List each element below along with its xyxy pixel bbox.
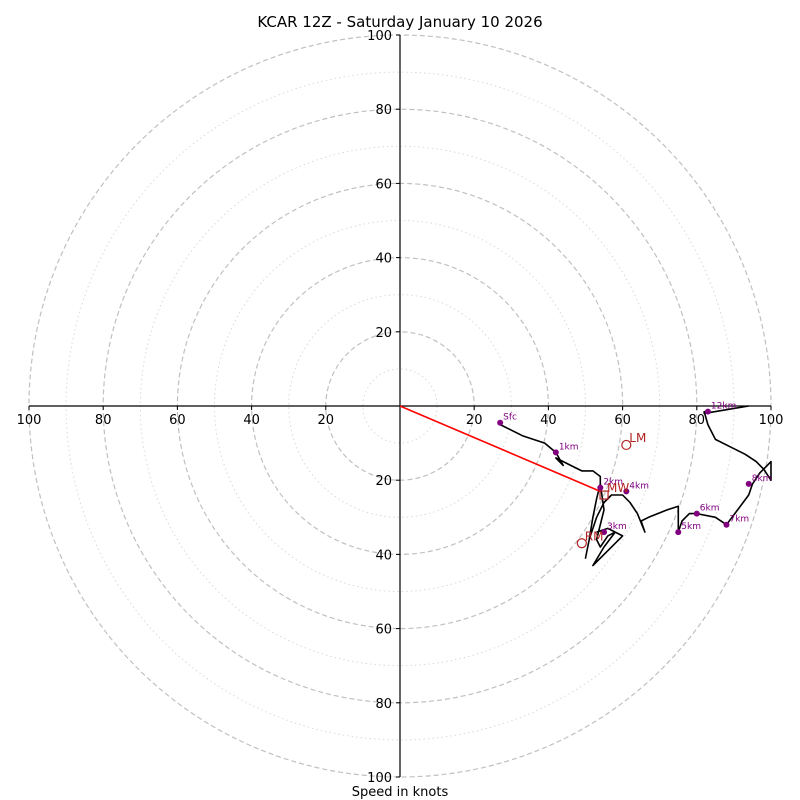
hodograph-trace [499, 405, 772, 559]
height-dot [497, 419, 504, 426]
y-tick-label: 40 [375, 252, 392, 267]
marker-label: LM [629, 431, 646, 445]
y-tick-label: 80 [375, 697, 392, 712]
height-label: 3km [607, 522, 627, 532]
y-tick-label: 20 [375, 474, 392, 489]
height-markers: Sfc 1km 2km 3km 4km 5km 6km 7km 8km 12km [497, 402, 771, 536]
height-label: 1km [559, 442, 579, 452]
storm-motion-vector [399, 405, 601, 493]
marker-rm [576, 538, 587, 549]
marker-lm [621, 439, 632, 451]
hodograph-trace-group [499, 405, 772, 567]
height-label: 8km [752, 474, 772, 484]
height-dot [675, 529, 682, 536]
x-tick-label: 20 [466, 413, 483, 428]
motion-markers: LM RM MW [576, 431, 646, 549]
x-tick-label: 80 [689, 413, 706, 428]
y-tick-label: 60 [375, 177, 392, 192]
height-label: Sfc [503, 413, 517, 423]
x-tick-label: 40 [540, 413, 557, 428]
height-dot [601, 529, 608, 536]
x-tick-label: 100 [17, 413, 42, 428]
y-tick-label: 60 [375, 623, 392, 638]
axis-ticks: 100 80 60 40 20 20 40 60 80 100 100 80 60 40 20 20 40 60 8… [17, 29, 784, 786]
height-label: 12km [711, 402, 736, 412]
height-dot [723, 521, 730, 528]
height-dot [693, 510, 700, 517]
marker-label: RM [585, 529, 604, 543]
marker-mw [599, 490, 609, 500]
height-label: 4km [629, 481, 649, 491]
chart-title: KCAR 12Z - Saturday January 10 2026 [257, 13, 542, 31]
y-tick-label: 40 [375, 548, 392, 563]
height-dot [745, 480, 752, 487]
y-tick-label: 100 [367, 771, 392, 786]
height-dot [623, 488, 630, 495]
height-dot [704, 408, 711, 415]
hodograph-trace-segment [592, 483, 624, 567]
y-tick-label: 80 [375, 103, 392, 118]
x-tick-label: 40 [243, 413, 260, 428]
height-label: 6km [700, 504, 720, 514]
height-label: 7km [729, 515, 749, 525]
height-dot [597, 484, 604, 491]
x-tick-label: 100 [759, 413, 784, 428]
y-tick-label: 100 [367, 29, 392, 44]
height-label: 5km [681, 522, 701, 532]
x-tick-label: 80 [95, 413, 112, 428]
x-tick-label: 60 [614, 413, 631, 428]
height-dot [552, 449, 559, 456]
y-tick-label: 20 [375, 326, 392, 341]
storm-motion-group [399, 405, 601, 493]
marker-label: MW [607, 481, 629, 495]
height-label: 2km [603, 478, 623, 488]
x-tick-label: 60 [169, 413, 186, 428]
x-tick-label: 20 [318, 413, 335, 428]
x-axis-label: Speed in knots [352, 785, 449, 800]
